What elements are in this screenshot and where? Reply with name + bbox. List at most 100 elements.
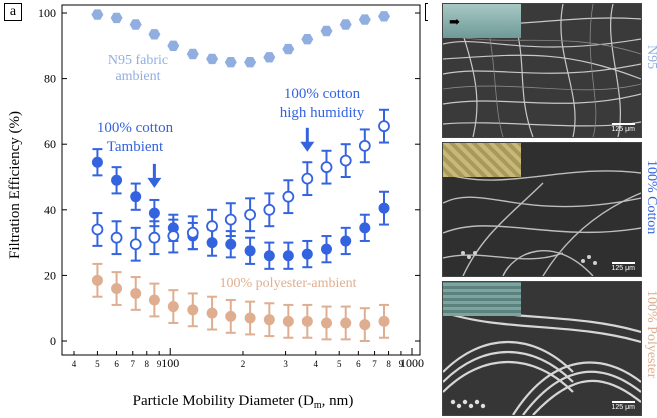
- data-point: [340, 235, 352, 247]
- x-tick-label: 5: [95, 359, 100, 369]
- data-point: [339, 19, 352, 30]
- sem-image-cotton: 125 μm: [442, 142, 642, 277]
- y-tick-label: 60: [44, 137, 56, 151]
- chart-marks: [91, 9, 390, 342]
- data-point: [244, 57, 257, 68]
- data-point: [301, 248, 313, 260]
- data-point: [301, 172, 314, 185]
- series-label: Tambient: [107, 139, 164, 155]
- data-point: [129, 238, 142, 251]
- data-point: [206, 53, 219, 65]
- x-tick-label: 1000: [400, 356, 424, 370]
- y-tick-label: 20: [44, 268, 56, 282]
- data-point: [359, 222, 371, 234]
- data-point: [244, 245, 256, 257]
- sem-image-n95: ➡ 125 μm: [442, 3, 642, 138]
- sem-label-polyester: 100% Polyester: [644, 290, 657, 379]
- data-point: [263, 314, 275, 326]
- x-tick-label: 5: [337, 359, 342, 369]
- series-3: [91, 262, 390, 342]
- data-point: [206, 307, 218, 319]
- data-point: [359, 319, 371, 331]
- series-label: N95 fabric: [108, 53, 168, 68]
- data-point: [148, 29, 161, 40]
- sem-image-polyester: 125 μm: [442, 281, 642, 416]
- annotation-arrowhead: [300, 141, 315, 152]
- data-point: [378, 120, 390, 133]
- data-point: [148, 231, 161, 244]
- data-point: [320, 161, 333, 174]
- data-point: [224, 213, 237, 226]
- series-label: high humidity: [280, 105, 365, 121]
- sem-label-n95: N95: [644, 45, 657, 70]
- data-point: [148, 294, 160, 306]
- data-point: [244, 312, 256, 324]
- x-tick-label: 2: [241, 359, 246, 369]
- scale-bar-cotton: 125 μm: [611, 262, 635, 272]
- data-point: [263, 52, 276, 63]
- data-point: [244, 208, 257, 221]
- x-axis-label: Particle Mobility Diameter (Dm, nm): [133, 393, 354, 411]
- panel-label-a: a: [4, 3, 22, 21]
- x-tick-label: 7: [131, 359, 136, 369]
- data-point: [224, 57, 237, 68]
- series-label: 100% cotton: [284, 86, 361, 102]
- data-point: [282, 250, 294, 262]
- data-point: [91, 223, 104, 236]
- scale-bar-polyester: 125 μm: [611, 401, 635, 411]
- data-point: [320, 25, 333, 37]
- data-point: [301, 34, 314, 45]
- cotton-fabric-photo: [443, 143, 521, 177]
- data-point: [91, 274, 103, 286]
- x-tick-label: 100: [161, 356, 179, 370]
- x-tick-label: 7: [372, 359, 377, 369]
- y-tick-label: 80: [44, 72, 56, 86]
- annotation-arrowhead: [147, 177, 162, 188]
- series-2: [91, 108, 390, 262]
- x-tick-label: 8: [145, 359, 150, 369]
- x-tick-label: 8: [386, 359, 391, 369]
- series-1: [91, 148, 390, 270]
- data-point: [263, 203, 276, 216]
- x-tick-label: 9: [399, 359, 404, 369]
- series-0: [91, 9, 390, 68]
- data-point: [129, 19, 142, 30]
- x-tick-label: 4: [72, 359, 77, 369]
- n95-fabric-photo: ➡: [443, 4, 521, 38]
- data-point: [167, 301, 179, 313]
- data-point: [282, 190, 295, 203]
- data-point: [358, 14, 371, 25]
- data-point: [378, 315, 390, 327]
- x-tick-label: 6: [114, 359, 119, 369]
- data-point: [148, 207, 160, 219]
- data-point: [321, 317, 333, 329]
- data-point: [130, 191, 142, 203]
- x-tick-label: 6: [356, 359, 361, 369]
- data-point: [91, 156, 103, 168]
- data-point: [378, 11, 390, 22]
- y-tick-label: 100: [38, 6, 56, 20]
- data-point: [91, 9, 104, 20]
- data-point: [358, 139, 371, 152]
- data-point: [111, 174, 123, 186]
- sem-label-cotton: 100% Cotton: [644, 160, 657, 235]
- micrograph-panel: ➡ 125 μm N95 125 μm 100% Cotton: [428, 0, 657, 418]
- data-point: [225, 310, 237, 322]
- data-point: [263, 250, 275, 262]
- scale-bar-n95: 125 μm: [611, 123, 635, 133]
- y-tick-label: 0: [50, 334, 56, 348]
- arrow-icon: ➡: [449, 14, 460, 29]
- data-point: [167, 230, 180, 242]
- data-point: [282, 43, 295, 55]
- data-point: [282, 315, 294, 327]
- y-tick-label: 40: [44, 203, 56, 217]
- data-point: [225, 238, 237, 250]
- plot-frame: [61, 4, 421, 356]
- data-point: [339, 154, 352, 167]
- data-point: [130, 287, 142, 299]
- polyester-fabric-photo: [443, 282, 521, 316]
- data-point: [111, 283, 123, 295]
